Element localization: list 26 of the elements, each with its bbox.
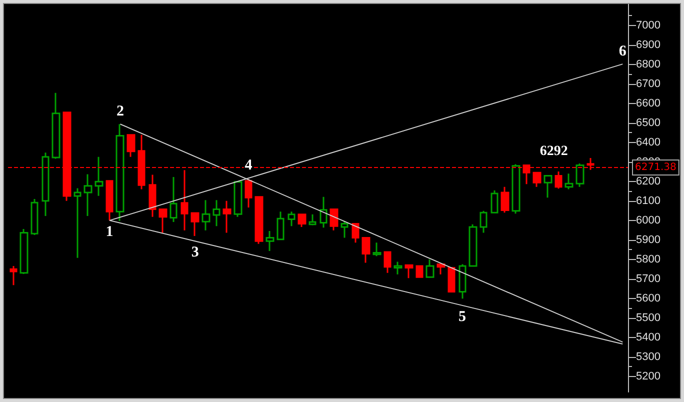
annotation: 4: [244, 158, 253, 174]
y-tick-label: 6900: [636, 38, 660, 51]
annotation: 1: [106, 224, 114, 240]
y-tick-label: 6200: [636, 175, 660, 188]
y-tick-label: 6000: [636, 214, 660, 226]
y-tick-label: 6600: [636, 97, 660, 110]
y-tick-label: 5800: [636, 253, 660, 266]
y-tick-label: 5200: [636, 370, 660, 382]
y-tick-label: 7000: [636, 19, 660, 32]
annotation: 5: [458, 308, 466, 325]
y-tick-label: 6100: [636, 194, 660, 207]
y-tick-label: 5300: [636, 350, 660, 363]
y-tick-label: 6500: [636, 116, 660, 129]
y-tick-label: 6400: [636, 136, 660, 148]
ref-line-label: 6271.38: [635, 162, 676, 174]
y-tick-label: 5600: [636, 292, 660, 304]
y-tick-label: 5500: [636, 312, 660, 324]
y-tick-label: 5700: [636, 272, 660, 285]
y-tick-label: 5900: [636, 234, 660, 246]
annotation: 3: [191, 244, 199, 261]
y-tick-label: 6800: [636, 58, 660, 70]
annotation: 6: [618, 44, 627, 60]
annotation: 2: [116, 104, 124, 120]
y-tick-label: 6700: [636, 78, 660, 90]
annotation: 6292: [540, 144, 568, 159]
y-tick-label: 5400: [636, 331, 660, 344]
